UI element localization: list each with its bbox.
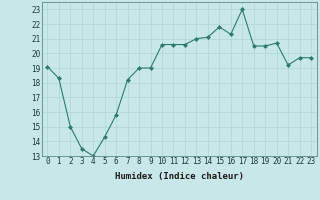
X-axis label: Humidex (Indice chaleur): Humidex (Indice chaleur) [115,172,244,181]
